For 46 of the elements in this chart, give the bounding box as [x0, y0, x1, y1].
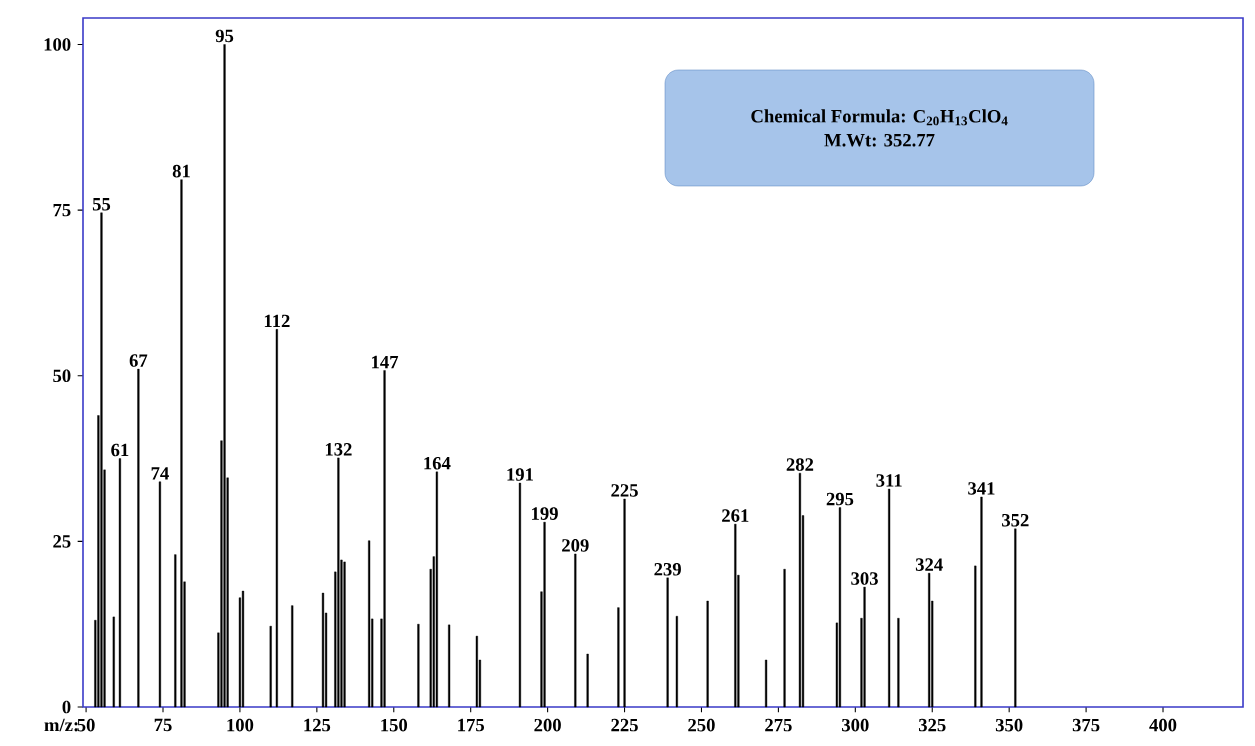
y-tick-label: 100	[44, 38, 71, 51]
y-tick-label: 0	[62, 700, 71, 714]
y-tick-label: 50	[53, 369, 71, 383]
annotation: 164	[424, 457, 451, 470]
annotation: M.Wt: 352.77	[824, 133, 935, 147]
annotation: 81	[172, 164, 190, 178]
annotation: 239	[654, 563, 681, 576]
annotation: 303	[851, 572, 878, 585]
annotation: 295	[826, 492, 854, 506]
annotation: 61	[111, 443, 129, 457]
annotation: 191	[507, 468, 533, 481]
y-tick-label: 75	[53, 203, 71, 217]
annotation: 199	[532, 507, 558, 520]
x-tick-label: 75	[154, 718, 172, 732]
annotation: 132	[325, 443, 352, 456]
x-tick-label: 275	[765, 718, 792, 732]
x-tick-label: 300	[842, 718, 869, 732]
annotation: 209	[562, 539, 589, 552]
annotation: 112	[264, 314, 290, 328]
x-axis-title: m/z:	[44, 718, 78, 732]
annotation: 147	[372, 355, 399, 369]
annotation: 225	[611, 484, 638, 497]
annotation: 311	[876, 474, 902, 487]
annotation: 74	[151, 467, 169, 480]
annotation: 95	[215, 29, 234, 43]
x-tick-label: 50	[77, 718, 95, 732]
x-tick-label: 250	[688, 718, 715, 732]
annotation: 324	[915, 558, 943, 571]
x-tick-label: 400	[1149, 718, 1177, 732]
annotation: Chemical Formula: C$_{20}$H$_{13}$ClO$_{4}$	[751, 109, 1008, 126]
x-tick-label: 325	[918, 718, 946, 732]
x-tick-label: 125	[304, 718, 331, 732]
x-tick-label: 100	[227, 718, 254, 732]
annotation: 67	[129, 354, 148, 367]
x-tick-label: 200	[534, 718, 561, 732]
x-tick-label: 150	[381, 718, 408, 732]
annotation: 341	[968, 482, 995, 495]
annotation: 282	[786, 458, 814, 471]
x-tick-label: 175	[458, 718, 485, 732]
annotation: 261	[722, 509, 749, 522]
x-tick-label: 350	[995, 718, 1023, 732]
annotation: 352	[1002, 513, 1029, 527]
y-tick-label: 25	[53, 535, 71, 548]
x-tick-label: 225	[611, 718, 638, 732]
x-tick-label: 375	[1072, 718, 1100, 732]
annotation: 55	[92, 198, 111, 211]
